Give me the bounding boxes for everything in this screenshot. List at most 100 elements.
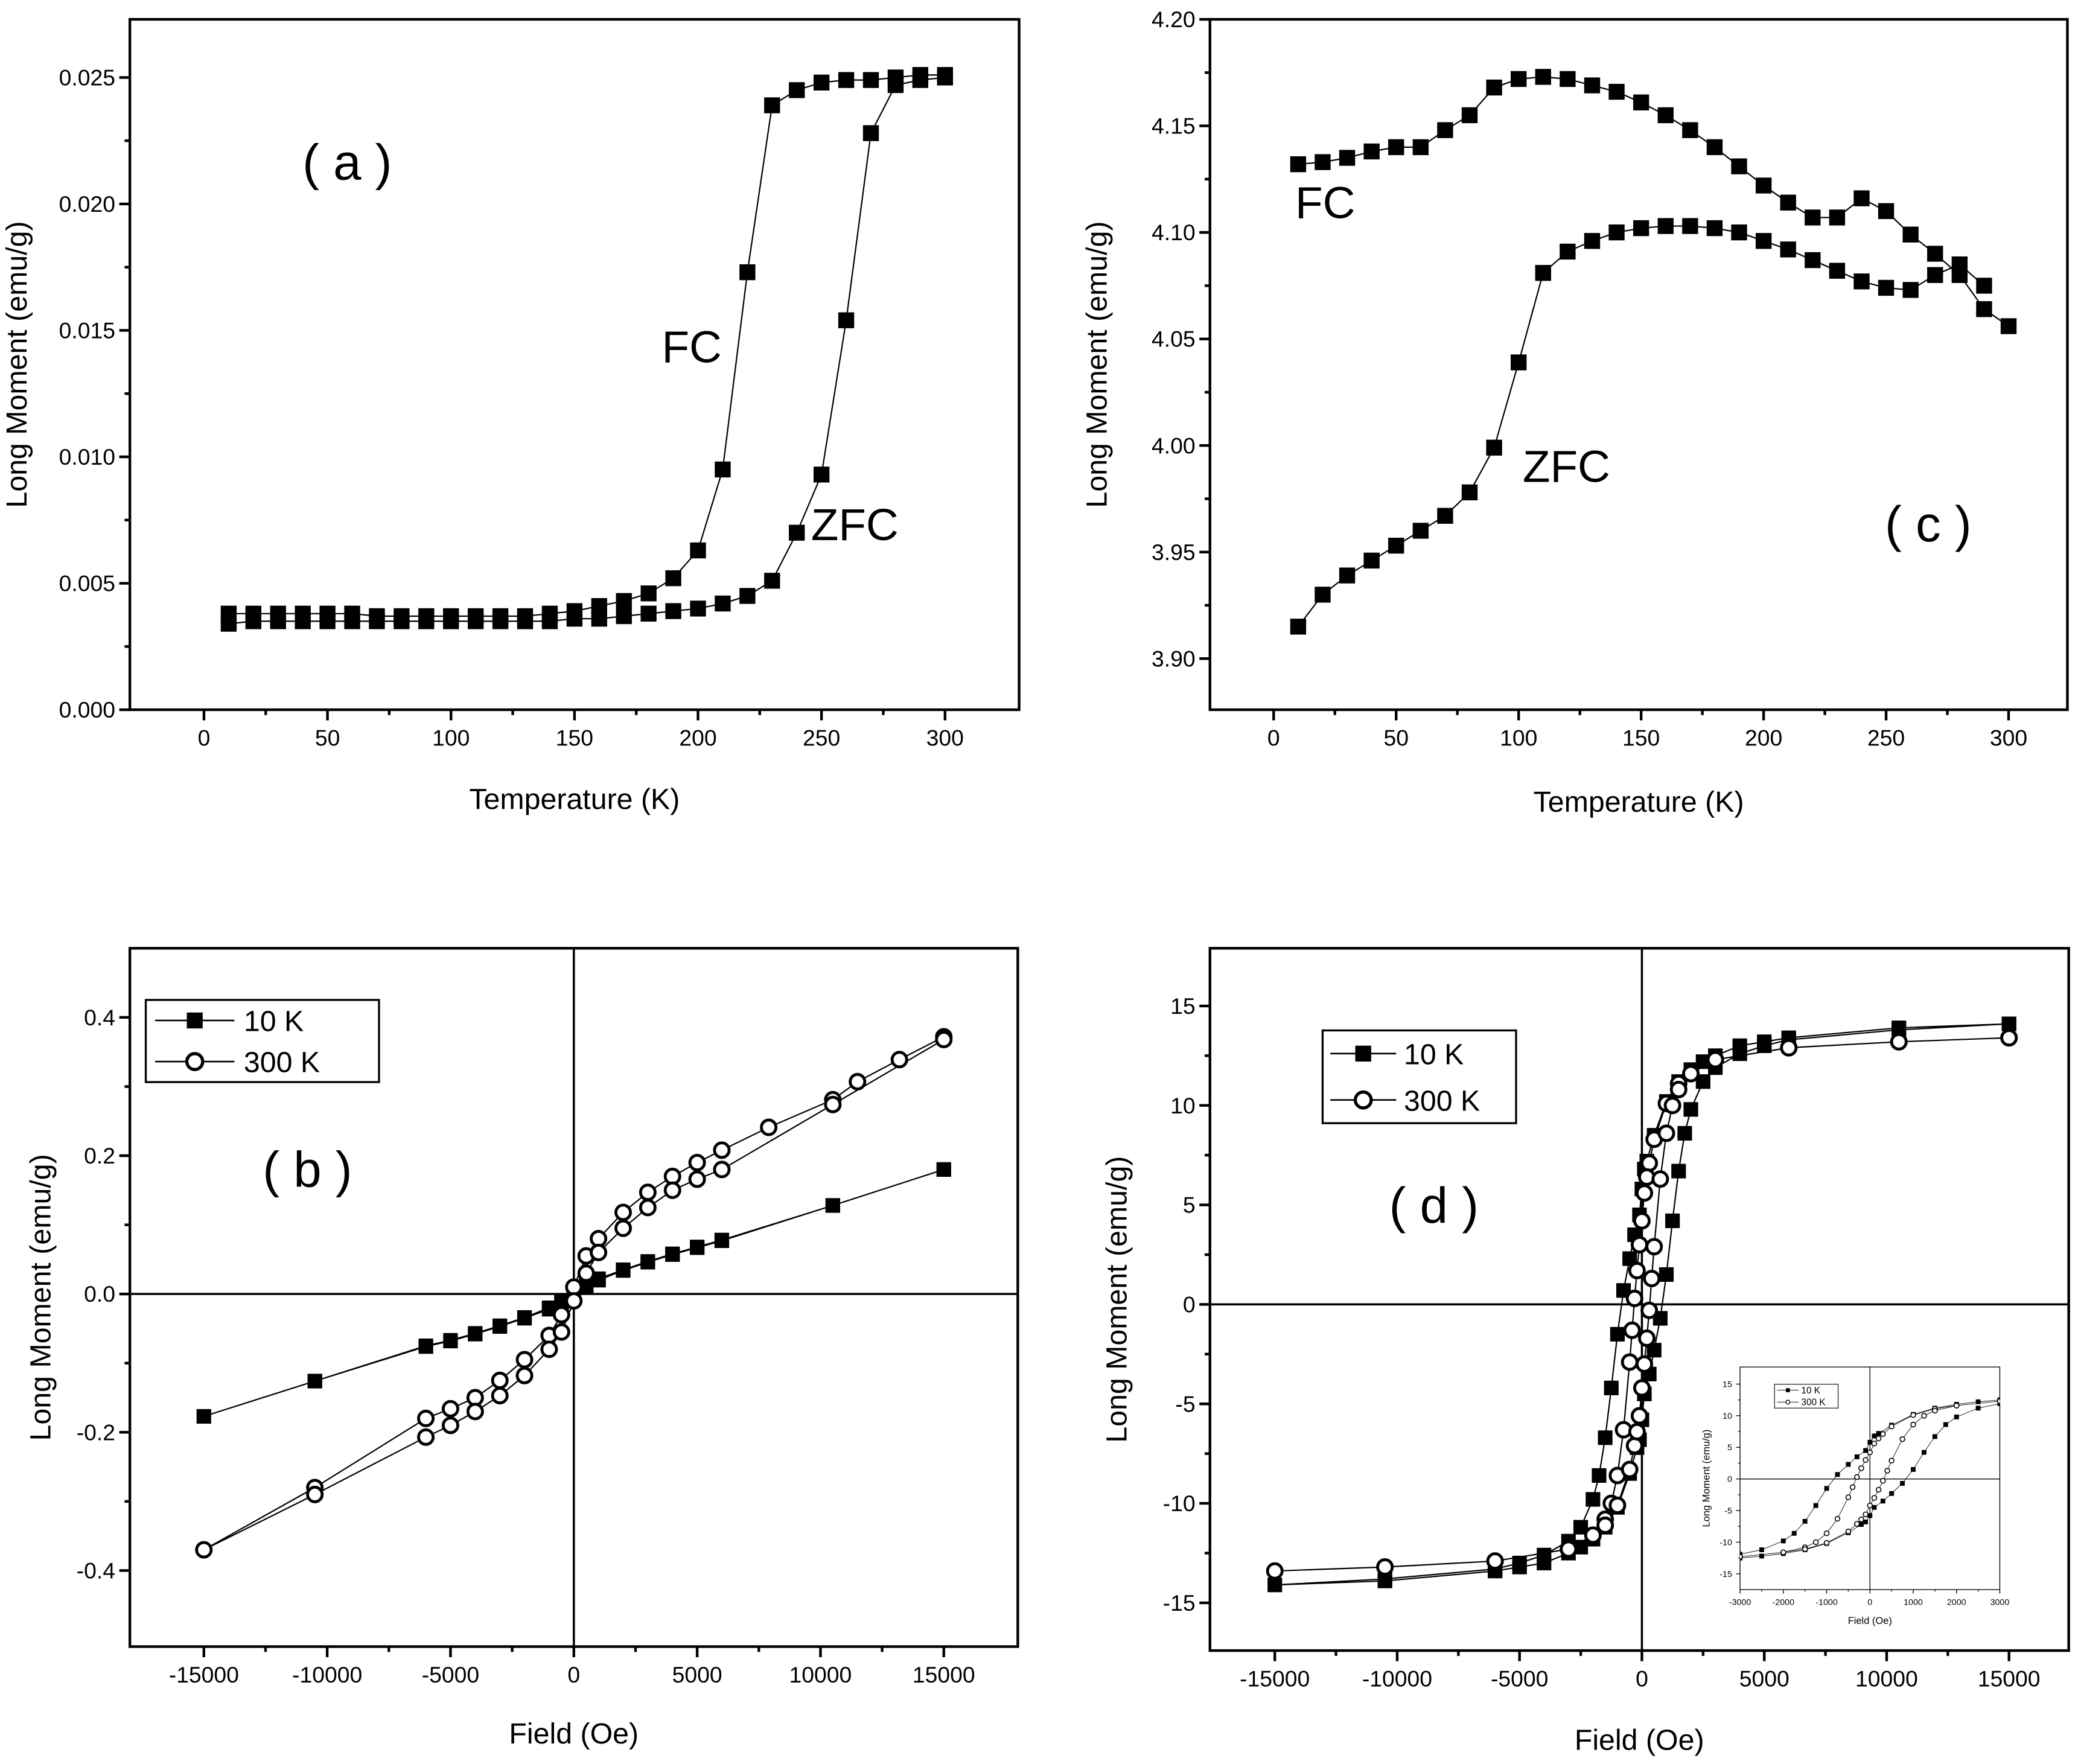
- data-point: [713, 1141, 731, 1159]
- data-point: [1651, 1559, 1656, 1564]
- data-point: [1608, 1561, 1613, 1566]
- x-tick-label: -15000: [1240, 1666, 1310, 1691]
- data-point: [1858, 1522, 1864, 1527]
- data-point: [577, 1264, 595, 1282]
- data-point: [1266, 1562, 1284, 1580]
- data-point: [1560, 1540, 1578, 1558]
- data-point: [1853, 273, 1870, 290]
- data-point: [1867, 1502, 1873, 1509]
- data-point: [912, 72, 929, 88]
- data-point: [1630, 1236, 1648, 1254]
- data-point: [1878, 203, 1895, 219]
- x-tick-label: -3000: [1729, 1597, 1751, 1607]
- y-tick-label: -0.4: [77, 1558, 115, 1584]
- data-point: [760, 1118, 778, 1136]
- data-point: [1932, 1434, 1937, 1439]
- data-point: [1377, 1573, 1392, 1588]
- data-point: [1413, 1560, 1418, 1565]
- x-tick-label: 200: [1745, 725, 1782, 750]
- data-point: [1890, 1033, 1908, 1051]
- data-point: [616, 1263, 631, 1278]
- data-point: [1927, 246, 1943, 262]
- data-point: [715, 461, 731, 478]
- data-point: [1412, 523, 1429, 539]
- data-point: [245, 613, 261, 629]
- data-point: [887, 77, 904, 94]
- legend-box: [1774, 1384, 1839, 1409]
- data-point: [665, 570, 681, 587]
- data-point: [665, 603, 681, 619]
- data-point: [1461, 484, 1478, 501]
- data-point: [1437, 122, 1453, 138]
- legend-label: 10 K: [1801, 1386, 1820, 1396]
- y-axis-title: Long Moment (emu/g): [1701, 1430, 1712, 1527]
- data-point: [1560, 243, 1576, 260]
- legend-marker: [1786, 1388, 1790, 1392]
- data-point: [813, 466, 830, 483]
- data-point: [1976, 301, 1992, 317]
- data-point: [295, 613, 311, 629]
- data-point: [1863, 1519, 1869, 1524]
- data-point: [466, 1403, 484, 1421]
- data-point: [1802, 1518, 1808, 1524]
- data-point: [614, 1203, 633, 1221]
- data-point: [1267, 1578, 1283, 1593]
- data-point: [1633, 220, 1649, 237]
- y-tick-label: 0: [1183, 1291, 1196, 1317]
- data-point: [1731, 224, 1747, 241]
- data-point: [1854, 1454, 1860, 1459]
- x-tick-label: 5000: [1739, 1666, 1790, 1691]
- x-tick-label: 0: [1636, 1666, 1648, 1691]
- data-point: [1388, 139, 1404, 156]
- series-group: [1413, 1397, 2000, 1566]
- data-point: [1902, 282, 1919, 298]
- x-tick-label: 0: [1267, 725, 1280, 750]
- data-point: [1921, 1413, 1927, 1419]
- data-point: [1954, 1414, 1959, 1419]
- data-point: [1645, 1238, 1663, 1256]
- plot-frame: [1208, 947, 2070, 1652]
- data-point: [614, 1219, 633, 1237]
- x-tick-label: 150: [556, 725, 593, 750]
- y-axis-title: Long Moment (emu/g): [1100, 1156, 1133, 1443]
- data-point: [1706, 220, 1723, 237]
- x-tick-label: 300: [1990, 725, 2027, 750]
- data-point: [789, 524, 805, 541]
- x-tick-label: -2000: [1773, 1597, 1795, 1607]
- annotation-fc: FC: [661, 322, 722, 372]
- data-point: [1791, 1530, 1797, 1536]
- data-point: [1884, 1468, 1890, 1474]
- x-tick-label: -15000: [169, 1662, 239, 1687]
- data-point: [1560, 71, 1576, 88]
- data-point: [1608, 1558, 1613, 1563]
- data-point: [1871, 1495, 1878, 1501]
- x-tick-label: 250: [803, 725, 840, 750]
- data-point: [937, 69, 953, 86]
- data-point: [443, 1333, 458, 1349]
- data-point: [1997, 1398, 2000, 1404]
- y-tick-label: 10: [1723, 1412, 1732, 1421]
- data-point: [1813, 1503, 1818, 1508]
- data-point: [838, 72, 855, 88]
- y-tick-label: 0.000: [59, 697, 115, 722]
- data-point: [491, 1387, 509, 1405]
- annotation-zfc: ZFC: [1523, 441, 1610, 491]
- data-point: [1829, 263, 1846, 279]
- x-tick-label: 50: [315, 725, 340, 750]
- x-tick-label: 10000: [1855, 1666, 1918, 1691]
- data-point: [1858, 1465, 1864, 1471]
- data-point: [849, 1072, 867, 1091]
- data-point: [541, 613, 558, 629]
- data-point: [1651, 1560, 1656, 1565]
- data-point: [640, 585, 657, 602]
- x-tick-label: 1000: [1904, 1597, 1923, 1607]
- data-point: [1608, 83, 1625, 100]
- data-point: [270, 613, 286, 629]
- data-point: [1802, 1546, 1808, 1552]
- legend-marker: [1785, 1399, 1791, 1405]
- data-point: [640, 1255, 655, 1270]
- data-point: [1829, 209, 1846, 226]
- data-point: [936, 1162, 951, 1177]
- panel-label: ( c ): [1885, 495, 1972, 552]
- series-line-10-k: [1740, 1399, 2000, 1559]
